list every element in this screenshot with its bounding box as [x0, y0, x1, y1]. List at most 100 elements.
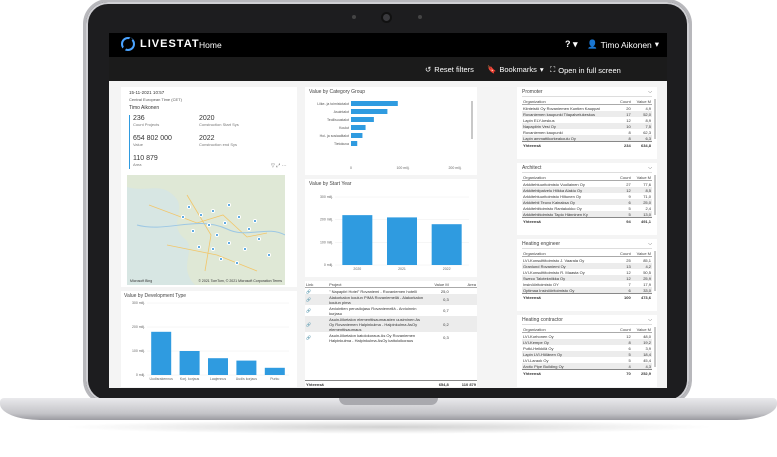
data-bar[interactable] [236, 360, 257, 375]
category-chart[interactable]: 0 100 milj. 200 milj. Liike- ja toimistotal… [305, 87, 477, 175]
contractor-col-0[interactable]: Organization [522, 326, 616, 333]
map-marker[interactable] [197, 245, 201, 249]
table-row[interactable]: Lapin LVI-Hölänen Oy 5 18,4 [522, 351, 652, 357]
architect-col-2[interactable]: Value M [631, 174, 652, 181]
map-marker[interactable] [227, 203, 231, 207]
promoter-col-2[interactable]: Value M [631, 98, 652, 105]
table-row[interactable]: Arctic Pipe Building Oy 4 4,3 [522, 363, 652, 370]
table-row[interactable]: Putki-Heikkilä Oy 6 3,9 [522, 345, 652, 351]
start-year-chart[interactable]: 0 milj. 100 milj. 200 milj. 300 milj. 2020 20… [305, 179, 477, 277]
table-row[interactable]: 🔗 Arviointien perusilojasu Rovaniemellä -… [305, 305, 477, 316]
brand-logo[interactable]: LIVESTAT [121, 37, 200, 51]
heating-col-2[interactable]: Value M [631, 250, 652, 257]
architect-scrollbar[interactable] [654, 175, 656, 215]
table-row[interactable]: Sweco Talotekniikka Oy 12 25,9 [522, 275, 652, 281]
table-row[interactable]: Arkkitehtitoimisto Tapio Hänninen Ky 5 13,… [522, 211, 652, 218]
map-marker[interactable] [215, 233, 219, 237]
link-icon[interactable]: 🔗 [305, 316, 329, 332]
architect-col-1[interactable]: Count [615, 174, 632, 181]
architect-col-0[interactable]: Organization [522, 174, 616, 181]
filter-icon[interactable]: ▽ [271, 163, 275, 169]
table-row[interactable]: Lapin ammattikorkeakoulu Oy 8 6,3 [522, 135, 652, 142]
nav-home-link[interactable]: Home [199, 40, 222, 50]
link-icon[interactable]: 🔗 [306, 308, 311, 313]
map-marker[interactable] [247, 227, 251, 231]
data-bar[interactable] [179, 351, 200, 375]
col-area[interactable]: Area [449, 281, 477, 288]
map-marker[interactable] [211, 247, 215, 251]
table-row[interactable]: Insinööritoimisto OY 7 17,9 [522, 281, 652, 287]
projects-map[interactable]: Microsoft Bing © 2021 TomTom, © 2021 Mic… [127, 175, 285, 285]
data-bar[interactable] [342, 215, 373, 265]
contractor-col-2[interactable]: Value M [631, 326, 652, 333]
more-options-icon[interactable]: ⋯ [281, 163, 287, 169]
table-row[interactable]: 🔗 " Napapiiri Hotel" Rovaniemi - Rovaniem… [305, 288, 477, 295]
col-link[interactable]: Link [305, 281, 329, 288]
data-bar[interactable] [208, 358, 228, 375]
map-marker[interactable] [243, 247, 247, 251]
table-row[interactable]: LVI-Korhonen Oy 12 48,0 [522, 333, 652, 340]
map-marker[interactable] [181, 215, 185, 219]
link-icon[interactable]: 🔗 [306, 288, 311, 294]
bookmarks-button[interactable]: 🔖 Bookmarks ▾ [487, 65, 544, 74]
map-marker[interactable] [227, 241, 231, 245]
promoter-scrollbar[interactable] [654, 99, 656, 139]
link-icon[interactable]: 🔗 [306, 335, 311, 340]
table-row[interactable]: Napapiirin Vesi Oy 10 7,5 [522, 123, 652, 129]
data-bar[interactable] [264, 367, 285, 375]
map-marker[interactable] [187, 205, 191, 209]
map-marker[interactable] [207, 223, 211, 227]
chevron-down-icon[interactable]: ⌵ [648, 241, 652, 247]
map-marker[interactable] [211, 209, 215, 213]
table-row[interactable]: Arkkitehtuuritoimisto Hiltunen Oy 9 71,0 [522, 193, 652, 199]
data-bar[interactable] [431, 224, 462, 265]
table-row[interactable]: Arkkitehtuuritoimisto Vuollainen Oy 27 77,… [522, 181, 652, 188]
table-row[interactable]: Arkkitehtipalvelu Hilkka Alakiu Oy 12 8,5 [522, 187, 652, 193]
heating-col-0[interactable]: Organization [522, 250, 616, 257]
map-marker[interactable] [191, 229, 195, 233]
col-project[interactable]: Project [328, 281, 427, 288]
category-bar[interactable] [351, 141, 358, 146]
category-bar[interactable] [351, 101, 398, 106]
category-bar[interactable] [351, 109, 388, 114]
category-bar[interactable] [351, 125, 366, 130]
user-menu-button[interactable]: 👤 Timo Aikonen ▾ [587, 39, 659, 50]
table-row[interactable]: Granlund Rovaniemi Oy 13 4,2 [522, 263, 652, 269]
table-row[interactable]: LVI-Konsulttitoimisto R. Maasta Oy 12 50,5 [522, 269, 652, 275]
focus-icon[interactable]: ⤢ [276, 163, 281, 169]
promoter-col-1[interactable]: Count [615, 98, 632, 105]
table-row[interactable]: LVI-Kempe Oy 8 19,2 [522, 339, 652, 345]
map-marker[interactable] [235, 261, 239, 265]
map-marker[interactable] [253, 219, 257, 223]
table-row[interactable]: Kiinteistö Oy Rovaniemen Kuntien Kauppat… [522, 105, 652, 112]
map-attribution[interactable]: © 2021 TomTom, © 2021 Microsoft Corporat… [198, 279, 282, 283]
table-row[interactable]: Rovaniemen kaupunki 8 62,3 [522, 129, 652, 135]
table-row[interactable]: Lapin ELY-keskus 12 8,9 [522, 117, 652, 123]
map-marker[interactable] [237, 215, 241, 219]
table-row[interactable]: Rovaniemen kaupunki Tilapalvelukeskus 17 5… [522, 111, 652, 117]
table-row[interactable]: 🔗 Asuin-liiketalon katolokoraus As Oy Rov… [305, 332, 477, 343]
promoter-col-0[interactable]: Organization [522, 98, 616, 105]
chevron-down-icon[interactable]: ⌵ [648, 317, 652, 323]
fullscreen-button[interactable]: ⛶ Open in full screen [550, 65, 621, 75]
table-row[interactable]: Optimaa Insinööritoimisto Oy 6 33,0 [522, 287, 652, 294]
map-marker[interactable] [223, 221, 227, 225]
map-marker[interactable] [267, 253, 271, 257]
heating-scrollbar[interactable] [654, 251, 656, 291]
chevron-down-icon[interactable]: ⌵ [648, 165, 652, 171]
table-row[interactable]: LVI-Laraok Oy 5 45,4 [522, 357, 652, 363]
dev-type-chart[interactable]: 0 milj. 100 milj. 200 milj. 300 milj. Uudisr… [121, 291, 297, 387]
table-row[interactable]: LVI-Konsulttitoimisto J. Vaarala Oy 25 85,… [522, 257, 652, 264]
category-bar[interactable] [351, 133, 363, 138]
contractor-scrollbar[interactable] [654, 327, 656, 367]
table-row[interactable]: 🔗 Alakorkalon koulun PIMA Rovaniemellä - … [305, 294, 477, 305]
data-bar[interactable] [151, 331, 172, 375]
category-bar[interactable] [351, 117, 374, 122]
chart-scrollbar[interactable] [471, 101, 473, 139]
map-marker[interactable] [199, 213, 203, 217]
map-marker[interactable] [257, 237, 261, 241]
link-icon[interactable]: 🔗 [305, 294, 329, 305]
contractor-col-1[interactable]: Count [615, 326, 632, 333]
reset-filters-button[interactable]: ↺ Reset filters [425, 65, 474, 74]
table-row[interactable]: 🔗 Asuin-liiketalon elementtisaumausten uu… [305, 316, 477, 332]
